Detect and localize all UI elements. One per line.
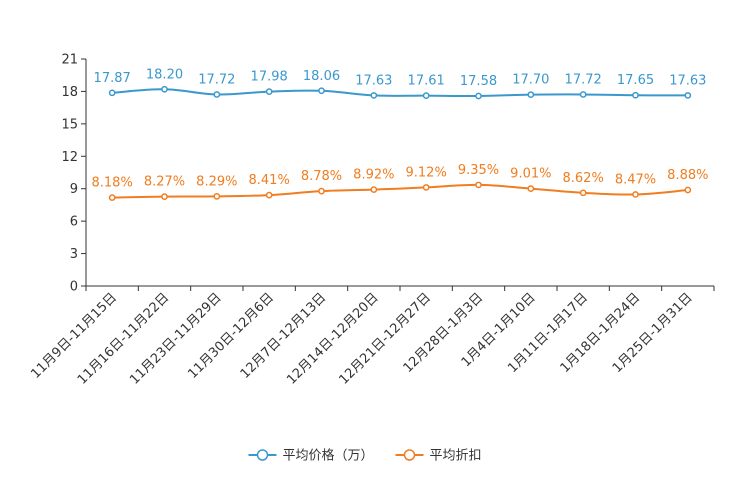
data-point-1-7[interactable]: [475, 181, 482, 189]
data-label-0-9: 17.72: [565, 72, 602, 87]
data-label-1-3: 8.41%: [249, 173, 290, 188]
y-tick-label: 3: [70, 247, 78, 262]
data-label-1-9: 8.62%: [563, 171, 604, 186]
data-label-1-7: 9.35%: [458, 163, 499, 178]
legend-label: 平均价格（万）: [283, 448, 374, 464]
data-label-0-10: 17.65: [617, 73, 654, 88]
data-label-1-8: 9.01%: [510, 167, 551, 182]
data-label-1-4: 8.78%: [301, 169, 342, 184]
data-label-1-5: 8.92%: [353, 168, 394, 183]
data-point-1-0[interactable]: [108, 194, 116, 201]
data-label-1-1: 8.27%: [144, 175, 185, 190]
axes: 11月9日-11月15日11月16日-11月22日11月23日-11月29日11…: [28, 59, 715, 388]
y-tick-label: 12: [61, 150, 78, 165]
legend-swatch-marker: [403, 449, 416, 461]
data-point-0-7[interactable]: [475, 92, 482, 100]
x-tick-label: 11月23日-11月29日: [127, 290, 224, 387]
y-tick-label: 15: [61, 117, 78, 132]
legend[interactable]: 平均价格（万） 平均折扣: [248, 448, 482, 464]
data-point-0-4[interactable]: [318, 87, 325, 95]
y-tick-label: 9: [70, 182, 78, 197]
data-point-0-5[interactable]: [370, 92, 378, 99]
data-label-0-4: 18.06: [303, 69, 340, 84]
x-tick-label: 12月14日-12月20日: [284, 290, 381, 387]
data-label-0-7: 17.58: [460, 74, 497, 89]
data-point-0-9[interactable]: [579, 91, 587, 98]
data-label-0-0: 17.87: [94, 71, 131, 86]
data-point-1-6[interactable]: [422, 184, 430, 191]
data-point-1-11[interactable]: [684, 186, 692, 194]
y-axis-ticks: 0 3 6 9 12 15 18 21: [61, 53, 86, 295]
x-tick-label: 12月21日-12月27日: [337, 290, 434, 387]
data-point-0-11[interactable]: [684, 92, 692, 99]
x-tick-label: 11月9日-11月15日: [28, 290, 120, 382]
data-point-0-8[interactable]: [527, 91, 535, 99]
series-line-1: [112, 183, 688, 199]
data-label-0-2: 17.72: [198, 72, 235, 87]
data-point-0-2[interactable]: [213, 91, 221, 98]
data-point-0-3[interactable]: [265, 88, 273, 95]
data-point-0-0[interactable]: [108, 89, 116, 97]
data-point-1-1[interactable]: [161, 193, 168, 200]
data-label-1-0: 8.18%: [92, 176, 133, 191]
data-label-0-1: 18.20: [146, 67, 183, 82]
data-label-1-10: 8.47%: [615, 172, 656, 187]
y-tick-label: 21: [61, 53, 78, 68]
data-point-1-4[interactable]: [318, 187, 325, 195]
data-point-0-6[interactable]: [422, 92, 430, 99]
series-line-0: [112, 88, 688, 98]
data-label-1-11: 8.88%: [667, 168, 708, 183]
data-label-1-6: 9.12%: [406, 165, 447, 180]
data-point-1-2[interactable]: [213, 193, 221, 200]
y-tick-label: 0: [70, 280, 78, 295]
legend-swatch-marker: [256, 449, 269, 461]
data-point-0-10[interactable]: [632, 91, 639, 99]
data-label-1-2: 8.29%: [196, 174, 237, 189]
legend-item-1[interactable]: 平均折扣: [395, 449, 482, 464]
y-tick-label: 18: [61, 85, 78, 100]
data-point-1-8[interactable]: [527, 185, 535, 192]
data-label-0-11: 17.63: [669, 73, 706, 88]
data-labels: 17.87 18.20 17.72 17.98 18.06 17.63 17.61 17.58…: [92, 67, 709, 190]
data-point-1-10[interactable]: [632, 191, 639, 198]
data-label-0-6: 17.61: [408, 74, 445, 89]
x-tick-label: 11月16日-11月22日: [75, 290, 172, 387]
legend-item-0[interactable]: 平均价格（万）: [248, 448, 374, 464]
legend-label: 平均折扣: [430, 449, 482, 464]
data-label-0-8: 17.70: [512, 73, 549, 88]
data-label-0-5: 17.63: [355, 73, 392, 88]
data-point-1-3[interactable]: [265, 191, 273, 199]
data-point-1-9[interactable]: [579, 189, 587, 197]
data-point-1-5[interactable]: [370, 186, 378, 193]
data-label-0-3: 17.98: [251, 70, 288, 85]
data-point-0-1[interactable]: [161, 85, 168, 93]
series-lines: [108, 85, 692, 201]
y-tick-label: 6: [70, 215, 78, 230]
